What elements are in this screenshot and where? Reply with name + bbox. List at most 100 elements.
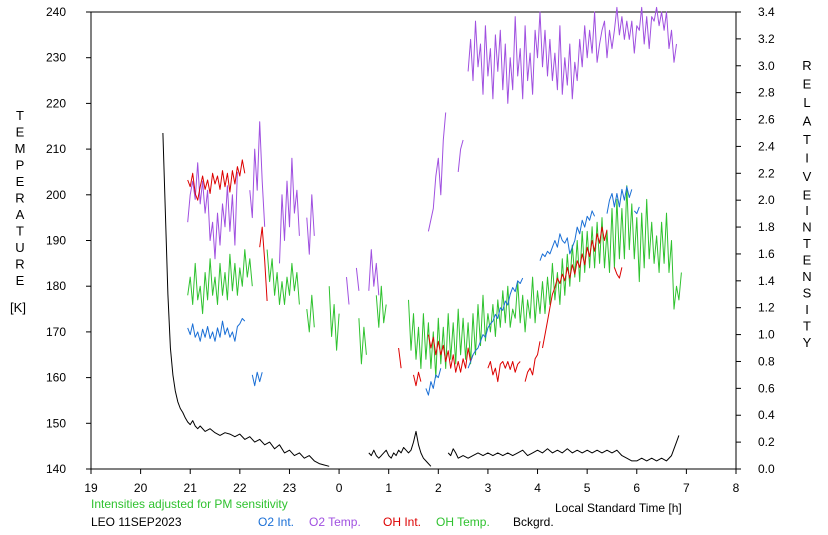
left-axis-title-letter: M bbox=[15, 141, 26, 156]
left-axis-title-letter: U bbox=[15, 240, 24, 255]
right-tick-label: 1.2 bbox=[758, 301, 775, 315]
series-o2-int-line bbox=[606, 186, 633, 214]
series-oh-int-line bbox=[613, 267, 623, 279]
left-tick-label: 180 bbox=[46, 279, 66, 293]
series-o2-int-line bbox=[467, 277, 524, 369]
right-axis-title-letter: E bbox=[803, 77, 812, 92]
right-axis-title-letter: T bbox=[803, 132, 811, 147]
series-o2-temp-line bbox=[368, 249, 380, 296]
x-tick-label: 7 bbox=[683, 481, 690, 495]
right-axis-title-letter: V bbox=[803, 169, 812, 184]
x-axis-label: Local Standard Time [h] bbox=[555, 501, 682, 515]
right-axis-title-letter: N bbox=[802, 220, 811, 235]
series-oh-int-line bbox=[398, 347, 402, 369]
x-tick-label: 4 bbox=[534, 481, 541, 495]
x-tick-label: 21 bbox=[184, 481, 198, 495]
x-tick-label: 5 bbox=[584, 481, 591, 495]
series-o2-temp-line bbox=[279, 157, 300, 264]
series-oh-int-line bbox=[187, 159, 246, 201]
left-tick-label: 230 bbox=[46, 51, 66, 65]
left-tick-label: 240 bbox=[46, 5, 66, 19]
right-tick-label: 1.0 bbox=[758, 328, 775, 342]
left-axis-title-letter: T bbox=[16, 224, 24, 239]
series-oh-temp-line bbox=[266, 249, 300, 305]
x-tick-label: 0 bbox=[336, 481, 343, 495]
plot-frame bbox=[90, 11, 737, 470]
right-tick-label: 2.4 bbox=[758, 139, 775, 153]
left-axis-title-letter: T bbox=[16, 108, 24, 123]
left-tick-label: 140 bbox=[46, 462, 66, 476]
right-tick-label: 1.4 bbox=[758, 274, 775, 288]
axis-ticks bbox=[86, 11, 741, 474]
left-tick-label: 220 bbox=[46, 96, 66, 110]
series-o2-temp-line bbox=[306, 194, 315, 255]
right-axis-title-letter: L bbox=[803, 95, 810, 110]
right-axis-title-letter: I bbox=[805, 203, 809, 218]
legend: O2 Int. O2 Temp. OH Int. OH Temp. Bckgrd… bbox=[258, 515, 554, 529]
series-lines bbox=[162, 6, 682, 467]
left-tick-label: 170 bbox=[46, 325, 66, 339]
right-tick-label: 3.0 bbox=[758, 59, 775, 73]
series-bckgrd-line bbox=[162, 132, 330, 467]
series-o2-temp-line bbox=[467, 6, 677, 104]
legend-oh-temp: OH Temp. bbox=[436, 515, 490, 529]
right-tick-label: 2.2 bbox=[758, 166, 775, 180]
series-oh-temp-line bbox=[408, 185, 682, 379]
legend-o2-int: O2 Int. bbox=[258, 515, 294, 529]
x-tick-label: 1 bbox=[385, 481, 392, 495]
series-o2-temp-line bbox=[427, 112, 447, 232]
series-oh-int-line bbox=[259, 226, 268, 302]
station-date: LEO 11SEP2023 bbox=[91, 515, 182, 529]
series-o2-int-line bbox=[539, 210, 596, 261]
series-o2-temp-line bbox=[355, 267, 360, 291]
legend-bckgrd: Bckgrd. bbox=[513, 515, 554, 529]
left-tick-label: 150 bbox=[46, 416, 66, 430]
left-axis-unit: [K] bbox=[10, 300, 26, 315]
right-tick-label: 0.8 bbox=[758, 354, 775, 368]
left-axis-title-letter: R bbox=[15, 191, 24, 206]
left-tick-label: 190 bbox=[46, 234, 66, 248]
right-tick-label: 3.4 bbox=[758, 5, 775, 19]
series-o2-temp-line bbox=[249, 121, 266, 227]
right-axis-title-letter: S bbox=[803, 286, 812, 301]
series-bckgrd-line bbox=[447, 435, 680, 462]
series-oh-temp-line bbox=[328, 286, 340, 351]
series-oh-temp-line bbox=[375, 285, 387, 328]
left-axis-title-letter: E bbox=[16, 273, 25, 288]
right-tick-label: 3.2 bbox=[758, 32, 775, 46]
x-tick-label: 22 bbox=[233, 481, 247, 495]
series-oh-int-line bbox=[542, 226, 608, 349]
x-tick-label: 2 bbox=[435, 481, 442, 495]
series-oh-temp-line bbox=[187, 249, 253, 315]
series-oh-int-line bbox=[427, 334, 474, 373]
right-axis-title-letter: R bbox=[802, 58, 811, 73]
series-bckgrd-line bbox=[368, 430, 432, 467]
left-tick-label: 160 bbox=[46, 371, 66, 385]
left-tick-label: 200 bbox=[46, 188, 66, 202]
left-axis-title-letter: R bbox=[15, 257, 24, 272]
series-o2-int-line bbox=[187, 318, 246, 342]
right-axis-title-letter: T bbox=[803, 236, 811, 251]
right-tick-label: 1.8 bbox=[758, 220, 775, 234]
left-axis-title-letter: A bbox=[16, 207, 25, 222]
x-tick-label: 6 bbox=[633, 481, 640, 495]
series-oh-int-line bbox=[524, 341, 541, 382]
series-o2-int-line bbox=[633, 206, 640, 215]
right-axis-title-letter: T bbox=[803, 319, 811, 334]
right-axis-title-letter: E bbox=[803, 188, 812, 203]
right-axis-title-letter: E bbox=[803, 253, 812, 268]
left-axis-title-letter: P bbox=[16, 158, 25, 173]
x-tick-label: 3 bbox=[485, 481, 492, 495]
x-tick-label: 23 bbox=[283, 481, 297, 495]
legend-o2-temp: O2 Temp. bbox=[309, 515, 361, 529]
right-tick-label: 2.0 bbox=[758, 193, 775, 207]
right-axis-title-letter: I bbox=[805, 151, 809, 166]
right-tick-label: 2.6 bbox=[758, 113, 775, 127]
series-o2-temp-line bbox=[457, 139, 464, 172]
annotation-note: Intensities adjusted for PM sensitivity bbox=[91, 497, 288, 511]
series-o2-int-line bbox=[425, 368, 442, 396]
series-oh-temp-line bbox=[358, 318, 367, 365]
right-tick-label: 0.2 bbox=[758, 435, 775, 449]
